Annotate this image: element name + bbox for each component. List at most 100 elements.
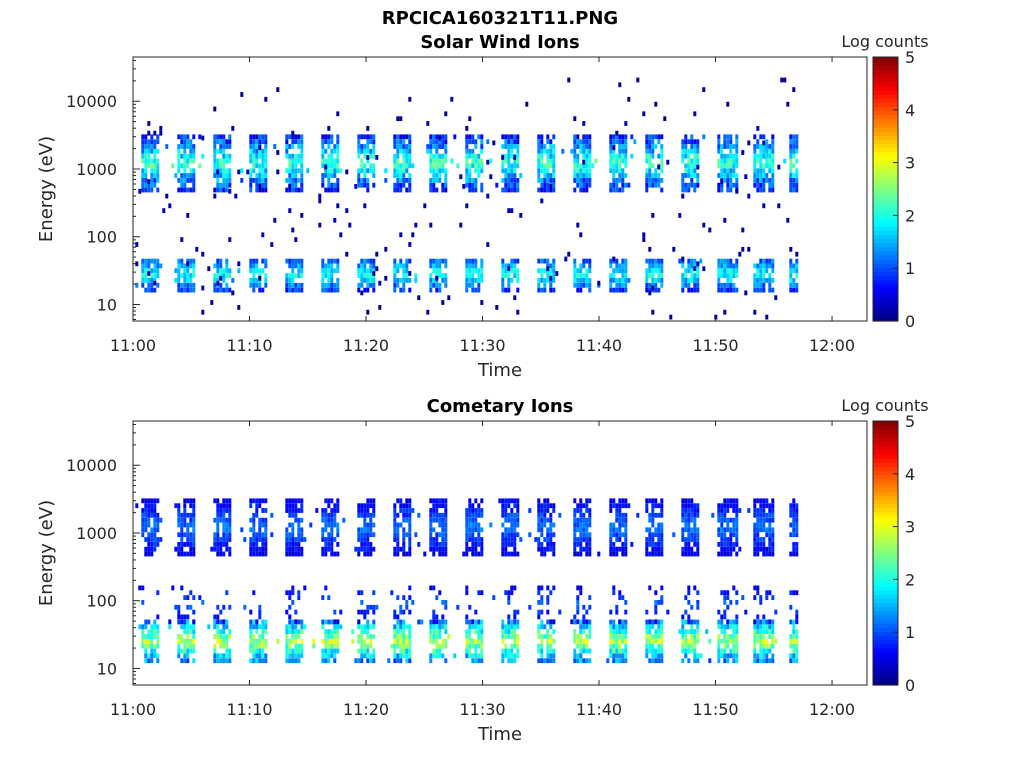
heatmap-cell — [150, 624, 154, 630]
heatmap-cell — [471, 527, 475, 533]
heatmap-cell — [549, 268, 553, 274]
heatmap-cell — [660, 512, 664, 518]
colorbar-segment — [873, 193, 898, 198]
heatmap-cell — [393, 282, 397, 288]
heatmap-cell — [219, 182, 223, 188]
heatmap-cell — [393, 532, 397, 538]
heatmap-cell — [549, 163, 553, 169]
heatmap-cell — [228, 658, 232, 664]
heatmap-cell — [396, 282, 400, 288]
heatmap-cell — [696, 629, 700, 634]
heatmap-cell — [297, 153, 301, 159]
heatmap-cell — [660, 168, 664, 174]
heatmap-cell — [264, 148, 268, 154]
heatmap-cell — [150, 139, 154, 145]
heatmap-cell — [765, 648, 769, 654]
heatmap-cell — [474, 658, 478, 664]
heatmap-cell — [552, 503, 556, 509]
heatmap-cell — [477, 624, 481, 630]
heatmap-cell — [405, 512, 409, 518]
heatmap-cell — [438, 619, 442, 625]
heatmap-cell — [372, 498, 376, 504]
heatmap-cell — [762, 187, 766, 193]
heatmap-cell — [513, 658, 517, 664]
heatmap-cell — [369, 653, 373, 659]
heatmap-cell — [225, 546, 229, 552]
heatmap-cell — [615, 527, 619, 533]
heatmap-cell — [768, 182, 772, 188]
heatmap-cell — [288, 158, 292, 164]
colorbar-segment — [873, 98, 898, 103]
heatmap-cell — [465, 629, 469, 634]
heatmap-cell — [732, 532, 736, 538]
heatmap-cell — [360, 144, 364, 149]
heatmap-cell — [543, 187, 547, 193]
heatmap-cell — [510, 643, 514, 649]
heatmap-cell — [516, 522, 520, 528]
heatmap-cell — [396, 178, 400, 183]
heatmap-cell — [723, 629, 727, 634]
heatmap-cell — [189, 551, 193, 557]
heatmap-cell — [768, 287, 772, 293]
colorbar-segment — [873, 664, 898, 670]
heatmap-cell — [501, 512, 505, 518]
colorbar-tick-label: 4 — [905, 465, 915, 484]
heatmap-cell — [735, 148, 739, 154]
heatmap-cell — [480, 148, 484, 154]
heatmap-cell — [735, 527, 739, 533]
heatmap-cell — [615, 263, 619, 269]
heatmap-cell — [147, 629, 151, 634]
heatmap-cell — [252, 263, 256, 269]
heatmap-cell — [762, 258, 766, 264]
heatmap-cell — [513, 624, 517, 630]
heatmap-cell — [216, 163, 220, 169]
heatmap-cell — [687, 508, 691, 513]
heatmap-cell — [507, 148, 511, 154]
heatmap-cell — [363, 134, 367, 140]
heatmap-cell — [723, 537, 727, 542]
heatmap-cell — [183, 653, 187, 659]
heatmap-cell — [228, 512, 232, 518]
heatmap-cell — [408, 551, 412, 557]
heatmap-cell — [189, 148, 193, 154]
heatmap-cell — [576, 144, 580, 149]
heatmap-cell — [501, 155, 505, 160]
heatmap-cell — [654, 258, 658, 264]
heatmap-cell — [219, 263, 223, 269]
heatmap-cell — [510, 585, 514, 591]
heatmap-cell — [297, 551, 301, 557]
heatmap-cell — [768, 512, 772, 518]
heatmap-cell — [369, 634, 373, 639]
heatmap-cell — [681, 178, 685, 183]
heatmap-cell — [192, 609, 196, 615]
heatmap-cell — [186, 638, 190, 644]
heatmap-cell — [192, 273, 196, 278]
heatmap-cell — [471, 178, 475, 183]
heatmap-cell — [261, 634, 265, 639]
heatmap-cell — [141, 624, 145, 630]
heatmap-cell — [327, 503, 331, 509]
heatmap-cell — [795, 268, 799, 274]
heatmap-cell — [612, 182, 616, 188]
heatmap-cell — [429, 658, 433, 664]
heatmap-cell — [585, 537, 589, 542]
colorbar-segment — [873, 425, 898, 430]
heatmap-cell — [255, 144, 259, 149]
heatmap-cell — [684, 278, 688, 283]
heatmap-cell — [258, 503, 262, 509]
heatmap-cell — [552, 658, 556, 664]
heatmap-cell — [369, 168, 373, 174]
heatmap-cell — [144, 634, 148, 639]
heatmap-cell — [651, 285, 655, 291]
heatmap-cell — [396, 278, 400, 283]
heatmap-cell — [741, 227, 745, 233]
heatmap-cell — [462, 551, 466, 557]
heatmap-cell — [297, 273, 301, 278]
heatmap-cell — [540, 643, 544, 649]
heatmap-cell — [612, 522, 616, 528]
heatmap-cell — [729, 258, 733, 264]
heatmap-cell — [618, 629, 622, 634]
heatmap-cell — [366, 268, 370, 274]
heatmap-cell — [153, 280, 157, 286]
heatmap-cell — [552, 546, 556, 552]
